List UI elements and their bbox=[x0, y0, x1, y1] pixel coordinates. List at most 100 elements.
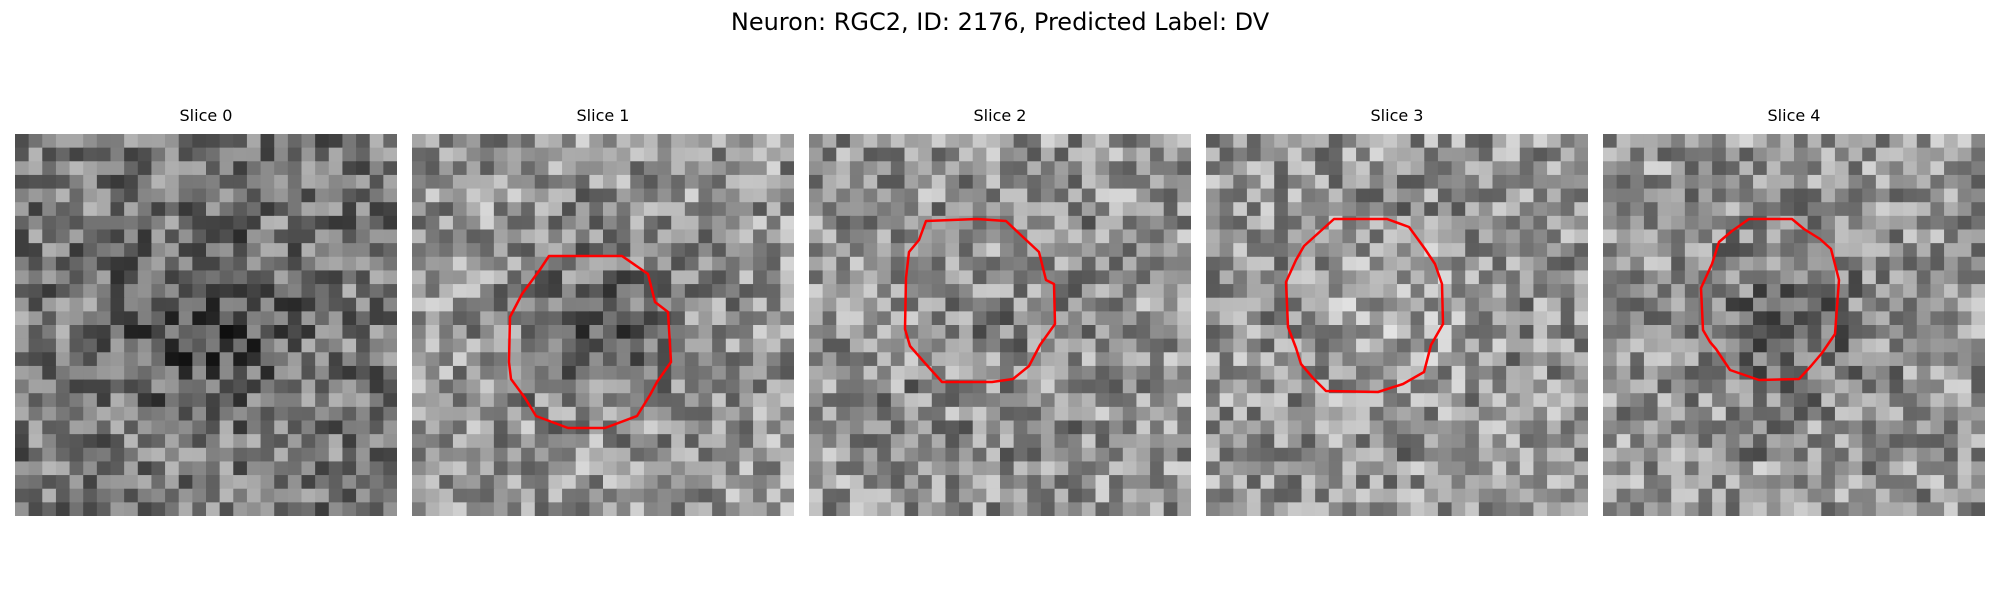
pixel-cell bbox=[1971, 338, 1985, 353]
pixel-cell bbox=[96, 161, 112, 176]
pixel-cell bbox=[1068, 406, 1083, 422]
pixel-cell bbox=[439, 297, 454, 312]
pixel-cell bbox=[178, 406, 193, 422]
pixel-cell bbox=[1109, 215, 1124, 231]
pixel-cell bbox=[657, 270, 672, 285]
pixel-cell bbox=[780, 256, 794, 272]
pixel-cell bbox=[1206, 202, 1221, 217]
pixel-cell bbox=[1206, 297, 1221, 312]
pixel-cell bbox=[1206, 270, 1221, 285]
pixel-cell bbox=[616, 379, 631, 394]
pixel-cell bbox=[151, 502, 166, 516]
pixel-cell bbox=[1519, 297, 1535, 312]
pixel-cell bbox=[1465, 475, 1480, 490]
pixel-cell bbox=[425, 406, 440, 422]
pixel-cell bbox=[425, 161, 440, 176]
pixel-cell bbox=[1081, 161, 1097, 176]
pixel-cell bbox=[1698, 365, 1713, 381]
pixel-cell bbox=[931, 161, 947, 176]
pixel-cell bbox=[1219, 188, 1234, 203]
pixel-cell bbox=[521, 256, 536, 272]
pixel-cell bbox=[1383, 202, 1398, 217]
pixel-cell bbox=[165, 338, 180, 353]
pixel-cell bbox=[1944, 461, 1959, 476]
pixel-cell bbox=[178, 434, 193, 449]
pixel-cell bbox=[1328, 393, 1344, 408]
pixel-cell bbox=[809, 393, 824, 408]
pixel-cell bbox=[1821, 134, 1836, 149]
pixel-cell bbox=[959, 461, 974, 476]
pixel-cell bbox=[1356, 188, 1371, 203]
pixel-cell bbox=[1875, 338, 1891, 353]
pixel-cell bbox=[301, 256, 316, 272]
pixel-cell bbox=[1834, 311, 1850, 326]
pixel-cell bbox=[1219, 256, 1234, 272]
pixel-cell bbox=[1766, 134, 1781, 149]
pixel-cell bbox=[1753, 311, 1768, 326]
pixel-cell bbox=[1725, 161, 1741, 176]
pixel-cell bbox=[1260, 134, 1275, 149]
pixel-cell bbox=[342, 502, 357, 516]
pixel-cell bbox=[836, 420, 851, 435]
pixel-cell bbox=[1821, 352, 1836, 367]
pixel-cell bbox=[877, 461, 892, 476]
pixel-cell bbox=[1013, 202, 1028, 217]
pixel-cell bbox=[206, 393, 221, 408]
pixel-cell bbox=[986, 202, 1001, 217]
pixel-cell bbox=[96, 502, 112, 516]
pixel-cell bbox=[836, 134, 851, 149]
pixel-cell bbox=[643, 147, 659, 162]
pixel-cell bbox=[480, 147, 495, 162]
pixel-cell bbox=[1753, 325, 1768, 340]
pixel-cell bbox=[274, 256, 289, 272]
pixel-cell bbox=[356, 256, 371, 272]
pixel-cell bbox=[1603, 161, 1618, 176]
pixel-cell bbox=[1274, 325, 1289, 340]
pixel-cell bbox=[1712, 488, 1727, 503]
pixel-cell bbox=[287, 325, 303, 340]
pixel-cell bbox=[246, 297, 262, 312]
pixel-cell bbox=[809, 461, 824, 476]
pixel-cell bbox=[1109, 243, 1124, 258]
pixel-cell bbox=[1437, 406, 1453, 422]
pixel-cell bbox=[1547, 215, 1562, 231]
pixel-cell bbox=[1547, 188, 1562, 203]
pixel-cell bbox=[1794, 174, 1809, 190]
pixel-cell bbox=[1068, 338, 1083, 353]
pixel-cell bbox=[521, 134, 536, 149]
pixel-cell bbox=[1013, 338, 1028, 353]
pixel-cell bbox=[863, 215, 878, 231]
pixel-cell bbox=[1109, 502, 1124, 516]
pixel-cell bbox=[425, 352, 440, 367]
pixel-cell bbox=[931, 147, 947, 162]
pixel-cell bbox=[1506, 447, 1521, 463]
pixel-cell bbox=[725, 338, 741, 353]
pixel-cell bbox=[83, 502, 98, 516]
pixel-cell bbox=[725, 270, 741, 285]
pixel-cell bbox=[110, 270, 125, 285]
pixel-cell bbox=[69, 215, 84, 231]
pixel-cell bbox=[342, 229, 357, 244]
pixel-cell bbox=[1465, 502, 1480, 516]
pixel-cell bbox=[1834, 406, 1850, 422]
pixel-cell bbox=[1506, 338, 1521, 353]
pixel-cell bbox=[1177, 270, 1191, 285]
pixel-cell bbox=[1260, 229, 1275, 244]
pixel-cell bbox=[137, 134, 153, 149]
pixel-cell bbox=[1519, 406, 1535, 422]
pixel-cell bbox=[1027, 270, 1042, 285]
pixel-cell bbox=[124, 174, 139, 190]
pixel-cell bbox=[1397, 461, 1412, 476]
pixel-cell bbox=[15, 229, 30, 244]
pixel-cell bbox=[219, 352, 234, 367]
pixel-cell bbox=[1163, 215, 1178, 231]
pixel-cell bbox=[849, 188, 865, 203]
pixel-cell bbox=[246, 393, 262, 408]
pixel-cell bbox=[534, 174, 550, 190]
pixel-cell bbox=[178, 270, 193, 285]
pixel-cell bbox=[1780, 352, 1795, 367]
pixel-cell bbox=[1150, 461, 1165, 476]
pixel-cell bbox=[412, 420, 427, 435]
pixel-cell bbox=[42, 406, 57, 422]
pixel-cell bbox=[1109, 447, 1124, 463]
